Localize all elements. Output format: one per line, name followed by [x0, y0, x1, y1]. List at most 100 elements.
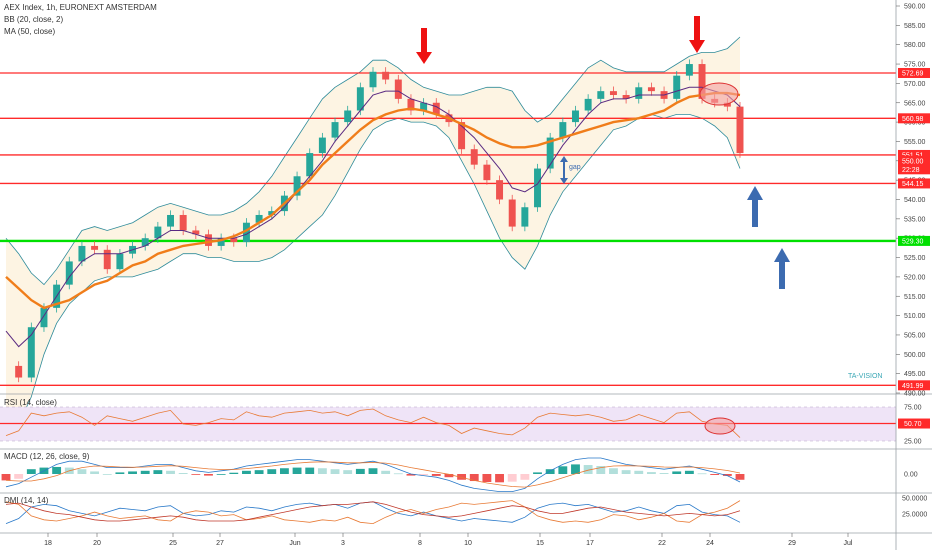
candle-body: [546, 137, 554, 169]
macd-hist-bar: [684, 470, 694, 474]
price-tick-label: 520.00: [904, 274, 926, 281]
legend-macd[interactable]: MACD (12, 26, close, 9): [4, 452, 90, 461]
rsi-tick-label: 75.00: [904, 405, 922, 412]
macd-hist-bar: [533, 472, 542, 474]
price-tick-label: 505.00: [904, 332, 926, 339]
macd-hist-bar: [102, 474, 112, 475]
price-pane: gap TA-VISION: [0, 0, 896, 425]
candle-body: [572, 110, 579, 123]
time-tick-label: 18: [44, 540, 52, 547]
legend-rsi[interactable]: RSI (14, close): [4, 398, 57, 407]
bollinger-lower-line: [5, 113, 741, 425]
price-tick-label: 535.00: [904, 216, 926, 223]
macd-hist-bar: [115, 472, 125, 474]
macd-hist-bar: [431, 474, 441, 476]
candle-body: [420, 102, 428, 111]
level-tag-0-bg: [898, 67, 930, 78]
price-tick-label: 510.00: [904, 313, 926, 320]
candle-body: [78, 245, 86, 262]
dmi-tick-label: 50.0000: [902, 496, 927, 503]
macd-hist-bar: [571, 464, 580, 474]
price-tick-label: 570.00: [904, 81, 926, 88]
time-tick-label: 25: [169, 540, 177, 547]
macd-hist-bar: [178, 473, 188, 474]
candle-body: [192, 230, 200, 235]
legend-bb[interactable]: BB (20, close, 2): [4, 15, 64, 24]
macd-hist-bar: [242, 470, 251, 474]
bollinger-upper-line: [5, 36, 741, 286]
price-pane-background: [0, 0, 896, 393]
macd-hist-bar: [583, 465, 593, 474]
level-tag-4-bg: [898, 235, 930, 246]
macd-hist-bar: [368, 468, 378, 474]
candle-body: [242, 222, 250, 243]
macd-hist-bar: [457, 474, 467, 480]
time-tick-label: 24: [706, 540, 714, 547]
rsi-level-tag: 50.70: [904, 421, 922, 428]
legend-ma[interactable]: MA (50, close): [4, 27, 56, 36]
candle-body: [470, 149, 478, 165]
price-tick-label: 585.00: [904, 23, 926, 30]
candle-body: [483, 164, 491, 181]
macd-hist-bar: [267, 469, 277, 474]
candle-body: [91, 245, 99, 250]
rsi-axis[interactable]: 25.00 75.00 50.70: [898, 405, 930, 446]
time-tick-label: 15: [536, 540, 544, 547]
candle-body: [293, 176, 301, 196]
macd-axis[interactable]: 0.00: [904, 472, 918, 479]
time-tick-label: 10: [464, 540, 472, 547]
gap-double-arrow: [560, 156, 568, 184]
macd-hist-bar: [166, 470, 175, 474]
candle-body: [432, 102, 440, 115]
rsi-line: [5, 408, 741, 438]
macd-hist-bar: [735, 474, 745, 480]
macd-hist-bar: [406, 474, 416, 476]
macd-hist-bar: [469, 474, 479, 482]
legend-symbol[interactable]: AEX Index, 1h, EURONEXT AMSTERDAM: [4, 3, 157, 12]
level-tag-5: 491.99: [902, 383, 924, 390]
candle-body: [27, 327, 35, 378]
candle-body: [15, 365, 23, 378]
candle-body: [609, 91, 617, 96]
macd-hist-bar: [444, 474, 454, 478]
candle-body: [331, 122, 339, 138]
candle-body: [344, 110, 352, 123]
macd-hist-bar: [153, 470, 163, 474]
macd-hist-bar: [305, 467, 315, 474]
dmi-axis[interactable]: 25.0000 50.0000: [902, 496, 927, 519]
macd-hist-bar: [191, 474, 201, 475]
macd-hist-bar: [545, 469, 555, 474]
candle-body: [217, 238, 225, 246]
time-axis[interactable]: 18 20 25 27 Jun 3 8 10 15 17 22 24 29 Jul: [44, 533, 853, 547]
candle-body: [179, 214, 187, 231]
candle-body: [458, 122, 466, 150]
candle-body: [40, 307, 48, 328]
macd-hist-bar: [26, 469, 36, 474]
macd-hist-bar: [317, 468, 327, 474]
candle-body: [255, 214, 263, 223]
candle-body: [635, 87, 643, 99]
ma50-line: [5, 91, 741, 310]
red-arrow-down-2: [689, 16, 705, 53]
candle-body: [407, 98, 415, 111]
price-axis[interactable]: 490.00 495.00 500.00 505.00 510.00 515.00 520.…: [896, 4, 930, 398]
macd-hist-bar: [634, 470, 644, 474]
macd-hist-bar: [381, 470, 391, 474]
rsi-tick-label: 25.00: [904, 439, 922, 446]
candle-body: [141, 238, 149, 246]
legend-dmi[interactable]: DMI (14, 14): [4, 496, 49, 505]
macd-hist-bar: [507, 474, 517, 482]
time-tick-label: 22: [658, 540, 666, 547]
price-tick-label: 565.00: [904, 100, 926, 107]
candle-body: [597, 91, 605, 99]
blue-arrow-up-2: [774, 248, 790, 289]
macd-hist-bar: [393, 473, 403, 475]
dmi-pane: [5, 500, 741, 525]
candle-body: [318, 137, 326, 154]
candle-body: [521, 207, 529, 227]
candle-body: [736, 106, 744, 154]
dmi-minus-line: [5, 500, 741, 525]
red-arrow-down-1: [416, 28, 432, 64]
price-tick-label: 575.00: [904, 62, 926, 69]
level-tag-0: 572.69: [902, 70, 924, 77]
